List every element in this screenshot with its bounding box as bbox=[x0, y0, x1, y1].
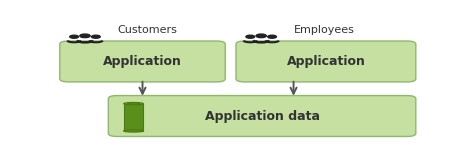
FancyBboxPatch shape bbox=[108, 96, 415, 137]
Circle shape bbox=[245, 35, 254, 38]
Circle shape bbox=[91, 35, 100, 38]
Circle shape bbox=[80, 34, 90, 38]
Text: Customers: Customers bbox=[117, 25, 177, 35]
Text: Application: Application bbox=[286, 55, 364, 68]
FancyBboxPatch shape bbox=[60, 41, 225, 82]
Text: Application data: Application data bbox=[204, 109, 319, 123]
Circle shape bbox=[256, 34, 266, 38]
Circle shape bbox=[267, 35, 276, 38]
Circle shape bbox=[69, 35, 78, 38]
Bar bbox=[123, 104, 143, 131]
Text: Employees: Employees bbox=[293, 25, 354, 35]
FancyBboxPatch shape bbox=[236, 41, 415, 82]
Text: Application: Application bbox=[103, 55, 181, 68]
Ellipse shape bbox=[123, 102, 143, 105]
Ellipse shape bbox=[127, 103, 140, 104]
Ellipse shape bbox=[123, 130, 143, 132]
